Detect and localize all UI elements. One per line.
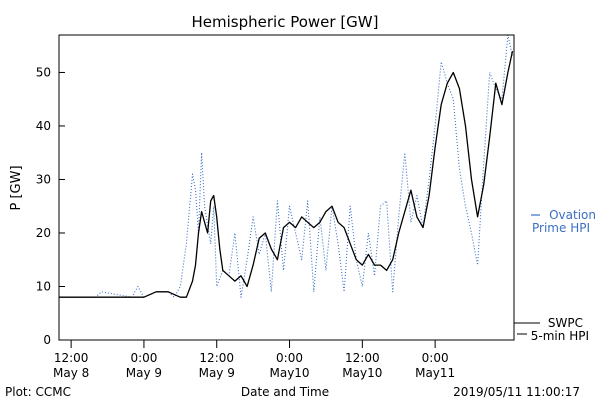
plot-frame <box>58 34 515 341</box>
y-tick-label: 50 <box>36 65 51 79</box>
plot-source-label: Plot: CCMC <box>5 385 71 399</box>
swpc-legend-label-line2: 5-min HPI <box>531 329 589 343</box>
ovation-legend-label-line1: Ovation <box>549 208 596 222</box>
x-tick-label-date: May 8 <box>53 366 89 380</box>
x-tick-label-date: May 9 <box>126 366 162 380</box>
swpc-legend-label-line1: SWPC <box>548 316 583 330</box>
x-tick-label-date: May11 <box>415 366 455 380</box>
y-tick-label: 0 <box>43 333 51 347</box>
y-tick-label: 30 <box>36 172 51 186</box>
x-tick-label-time: 12:00 <box>199 351 234 365</box>
plot-series <box>59 34 514 298</box>
x-tick-label-time: 12:00 <box>54 351 89 365</box>
x-tick-label-date: May10 <box>342 366 382 380</box>
ovation-legend-label-line2: Prime HPI <box>532 221 590 235</box>
plot-timestamp: 2019/05/11 11:00:17 <box>453 385 580 399</box>
x-tick-label-time: 0:00 <box>276 351 303 365</box>
x-tick-label-time: 12:00 <box>345 351 380 365</box>
x-tick-label-time: 0:00 <box>130 351 157 365</box>
x-tick-label-time: 0:00 <box>422 351 449 365</box>
y-tick-label: 40 <box>36 119 51 133</box>
y-tick-label: 10 <box>36 279 51 293</box>
x-tick-label-date: May10 <box>269 366 309 380</box>
y-axis-label: P [GW] <box>9 165 24 210</box>
y-tick-label: 20 <box>36 226 51 240</box>
x-axis-label: Date and Time <box>241 385 329 399</box>
swpc-hpi-line <box>59 50 514 298</box>
chart-title: Hemispheric Power [GW] <box>192 13 379 31</box>
x-tick-label-date: May 9 <box>199 366 235 380</box>
y-axis-ticks: 0 10 20 30 40 50 <box>36 65 65 347</box>
ovation-prime-hpi-line <box>59 34 514 298</box>
